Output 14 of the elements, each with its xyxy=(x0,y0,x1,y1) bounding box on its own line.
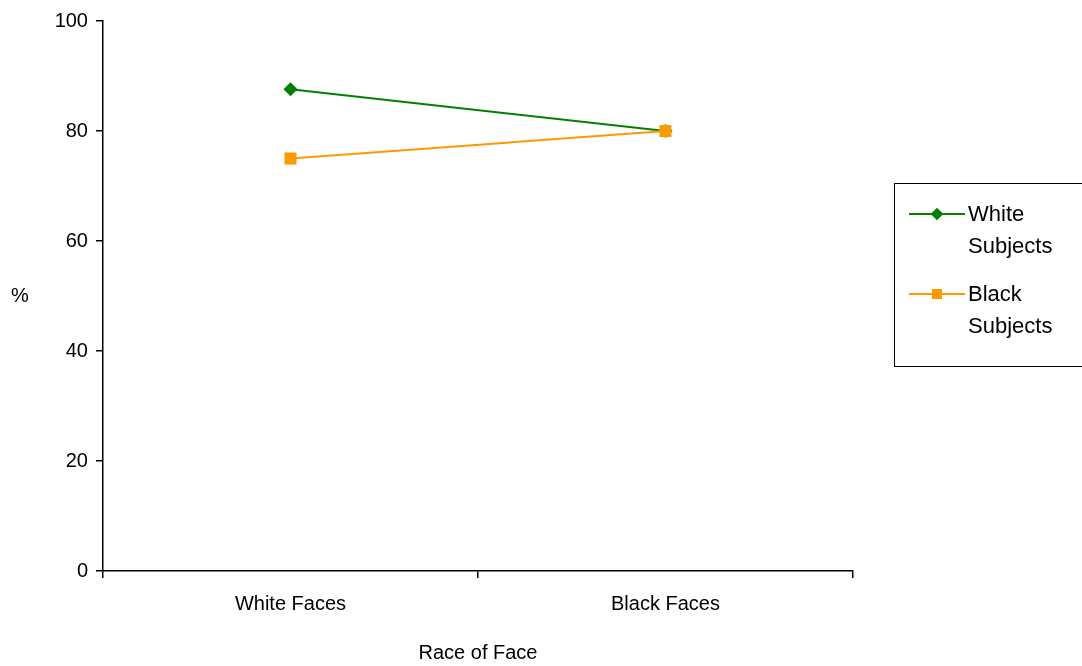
point xyxy=(284,152,297,165)
y-tick-label: 60 xyxy=(65,228,88,251)
x-tick-label: White Faces xyxy=(234,591,347,614)
y-tick-label: 0 xyxy=(76,558,88,581)
x-axis-title: Race of Face xyxy=(418,640,538,663)
x-tick-label: Black Faces xyxy=(611,591,720,614)
legend-label: White Subjects xyxy=(968,200,1054,260)
y-tick-label: 40 xyxy=(65,338,88,361)
y-tick-label: 100 xyxy=(54,8,88,31)
y-axis-title: % xyxy=(11,283,30,306)
y-tick-label: 80 xyxy=(65,118,88,141)
y-tick-label: 20 xyxy=(65,448,88,471)
point xyxy=(283,82,298,97)
legend-label: Black Subjects xyxy=(968,280,1054,340)
